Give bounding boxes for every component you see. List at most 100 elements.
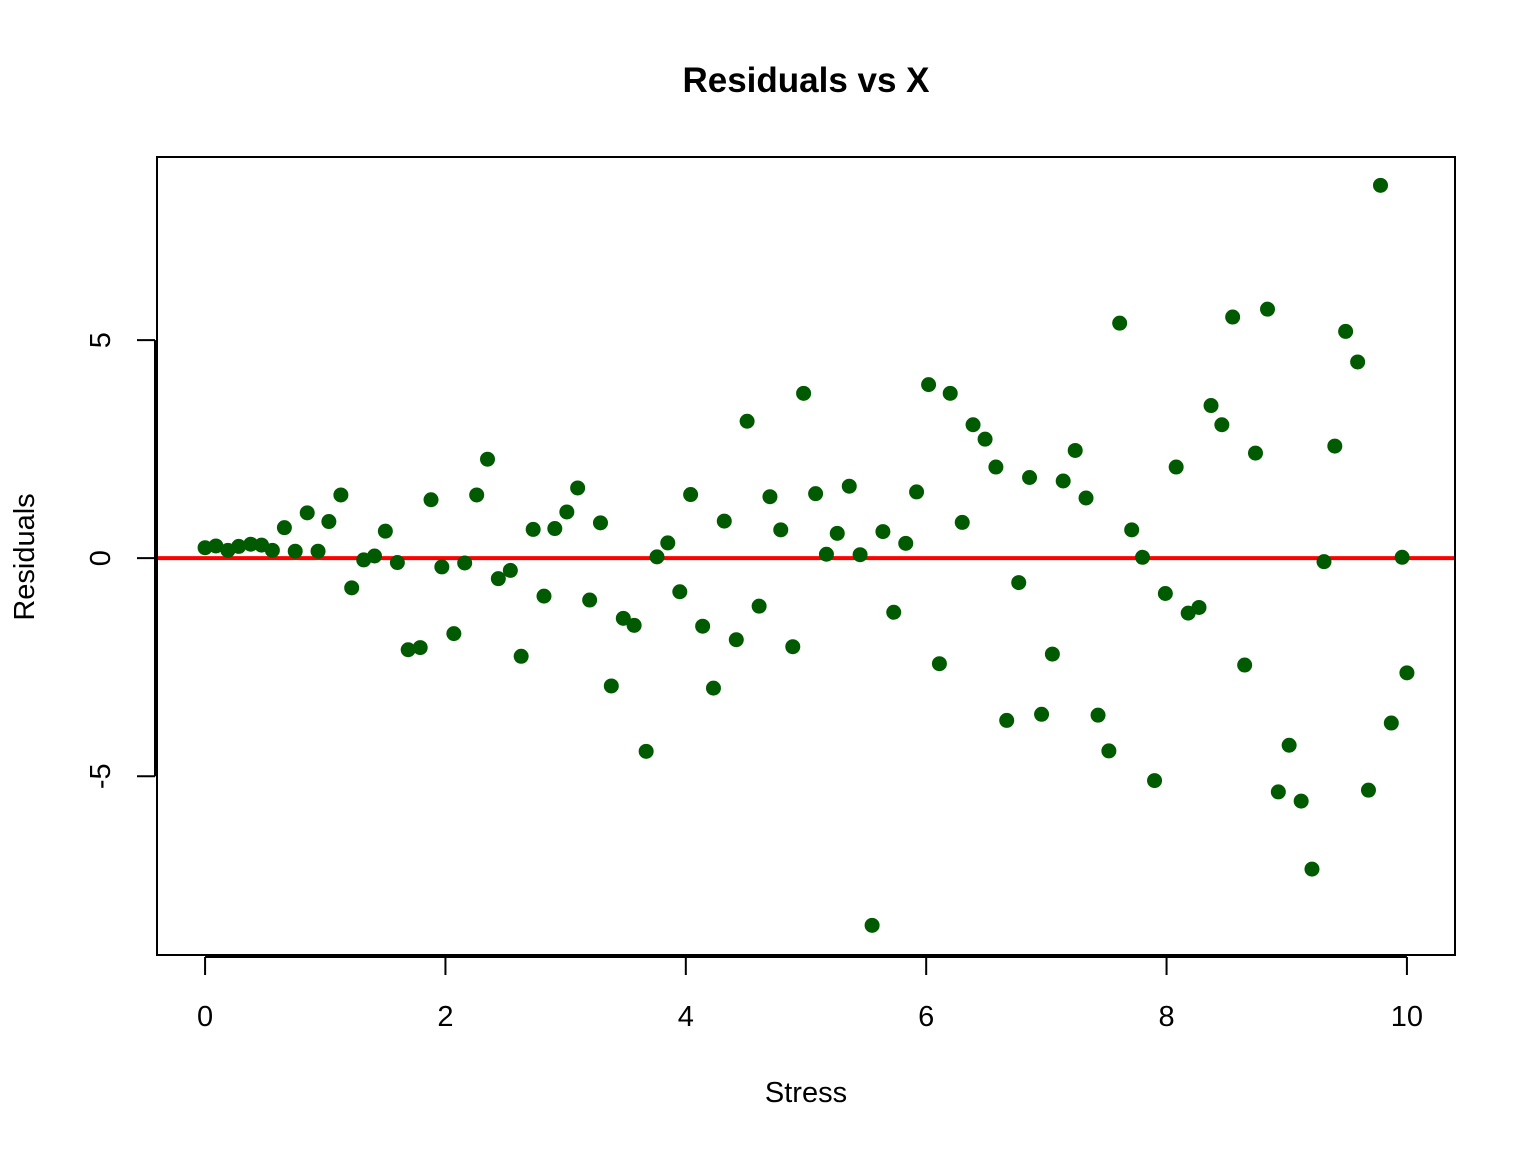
x-axis-label: Stress xyxy=(765,1077,847,1109)
data-point xyxy=(999,712,1015,728)
data-point xyxy=(898,535,914,551)
data-point xyxy=(1316,554,1332,570)
data-point xyxy=(931,656,947,672)
data-point xyxy=(1090,707,1106,723)
data-point xyxy=(672,584,688,600)
data-point xyxy=(739,413,755,429)
data-point xyxy=(434,559,450,575)
data-point xyxy=(502,562,518,578)
data-point xyxy=(582,592,598,608)
data-point xyxy=(728,632,744,648)
data-point xyxy=(1281,737,1297,753)
data-point xyxy=(751,598,767,614)
data-point xyxy=(1067,442,1083,458)
data-point xyxy=(1383,715,1399,731)
data-point xyxy=(208,538,224,554)
data-point xyxy=(638,743,654,759)
data-point xyxy=(457,555,473,571)
data-point xyxy=(490,571,506,587)
data-point xyxy=(299,505,315,521)
data-point xyxy=(469,487,485,503)
data-point xyxy=(1011,575,1027,591)
data-point xyxy=(1101,743,1117,759)
plot-frame xyxy=(156,156,1456,956)
data-point xyxy=(1022,470,1038,486)
y-axis: -5 0 5 xyxy=(85,332,156,789)
y-tick-label: 0 xyxy=(85,550,117,566)
data-point xyxy=(977,431,993,447)
data-point xyxy=(1191,599,1207,615)
data-point xyxy=(1327,438,1343,454)
data-point xyxy=(683,487,699,503)
data-point xyxy=(875,524,891,540)
data-point xyxy=(695,618,711,634)
data-point xyxy=(818,546,834,562)
x-tick-label: 0 xyxy=(197,1001,213,1033)
data-point xyxy=(1237,657,1253,673)
y-tick-label: 5 xyxy=(85,332,117,348)
data-point xyxy=(243,536,259,552)
data-point xyxy=(423,492,439,508)
data-point xyxy=(1350,354,1366,370)
data-point xyxy=(287,543,303,559)
data-point xyxy=(321,514,337,530)
data-point xyxy=(649,549,665,565)
data-point xyxy=(1112,315,1128,331)
data-point xyxy=(1293,793,1309,809)
chart-title: Residuals vs X xyxy=(682,61,930,100)
data-point xyxy=(559,504,575,520)
data-point xyxy=(547,521,563,537)
data-point xyxy=(808,486,824,502)
data-point xyxy=(942,385,958,401)
data-point xyxy=(829,525,845,541)
data-point xyxy=(1157,586,1173,602)
data-point xyxy=(367,548,383,564)
data-point xyxy=(1394,549,1410,565)
data-point xyxy=(1225,309,1241,325)
y-axis-label: Residuals xyxy=(9,493,41,620)
data-point xyxy=(513,648,529,664)
data-point xyxy=(660,535,676,551)
plot-area xyxy=(157,177,1455,933)
data-point xyxy=(909,484,925,500)
x-tick-label: 8 xyxy=(1158,1001,1174,1033)
data-point xyxy=(1360,782,1376,798)
data-point xyxy=(1034,706,1050,722)
data-point xyxy=(852,547,868,563)
data-point xyxy=(841,478,857,494)
data-point xyxy=(603,678,619,694)
data-point xyxy=(773,522,789,538)
data-point xyxy=(762,489,778,505)
data-point xyxy=(615,610,631,626)
data-point xyxy=(525,521,541,537)
x-tick-label: 6 xyxy=(918,1001,934,1033)
data-point xyxy=(626,617,642,633)
data-point xyxy=(1124,522,1140,538)
data-point xyxy=(1304,861,1320,877)
data-point xyxy=(864,917,880,933)
data-point xyxy=(231,538,247,554)
data-point xyxy=(1214,417,1230,433)
data-point xyxy=(1055,473,1071,489)
x-tick-label: 4 xyxy=(678,1001,694,1033)
data-point xyxy=(705,680,721,696)
data-point xyxy=(1247,445,1263,461)
x-tick-label: 2 xyxy=(437,1001,453,1033)
x-axis: 0 2 4 6 8 10 xyxy=(197,956,1423,1033)
data-point xyxy=(570,480,586,496)
data-point xyxy=(377,523,393,539)
data-point xyxy=(921,377,937,393)
y-tick-label: -5 xyxy=(85,763,117,789)
data-point xyxy=(310,543,326,559)
data-point xyxy=(412,640,428,656)
data-point xyxy=(1147,773,1163,789)
data-point xyxy=(1078,490,1094,506)
data-point xyxy=(965,417,981,433)
data-point xyxy=(785,639,801,655)
data-point xyxy=(1260,301,1276,317)
data-point xyxy=(796,385,812,401)
data-point xyxy=(1338,323,1354,339)
data-point xyxy=(1135,549,1151,565)
data-point xyxy=(1168,459,1184,475)
